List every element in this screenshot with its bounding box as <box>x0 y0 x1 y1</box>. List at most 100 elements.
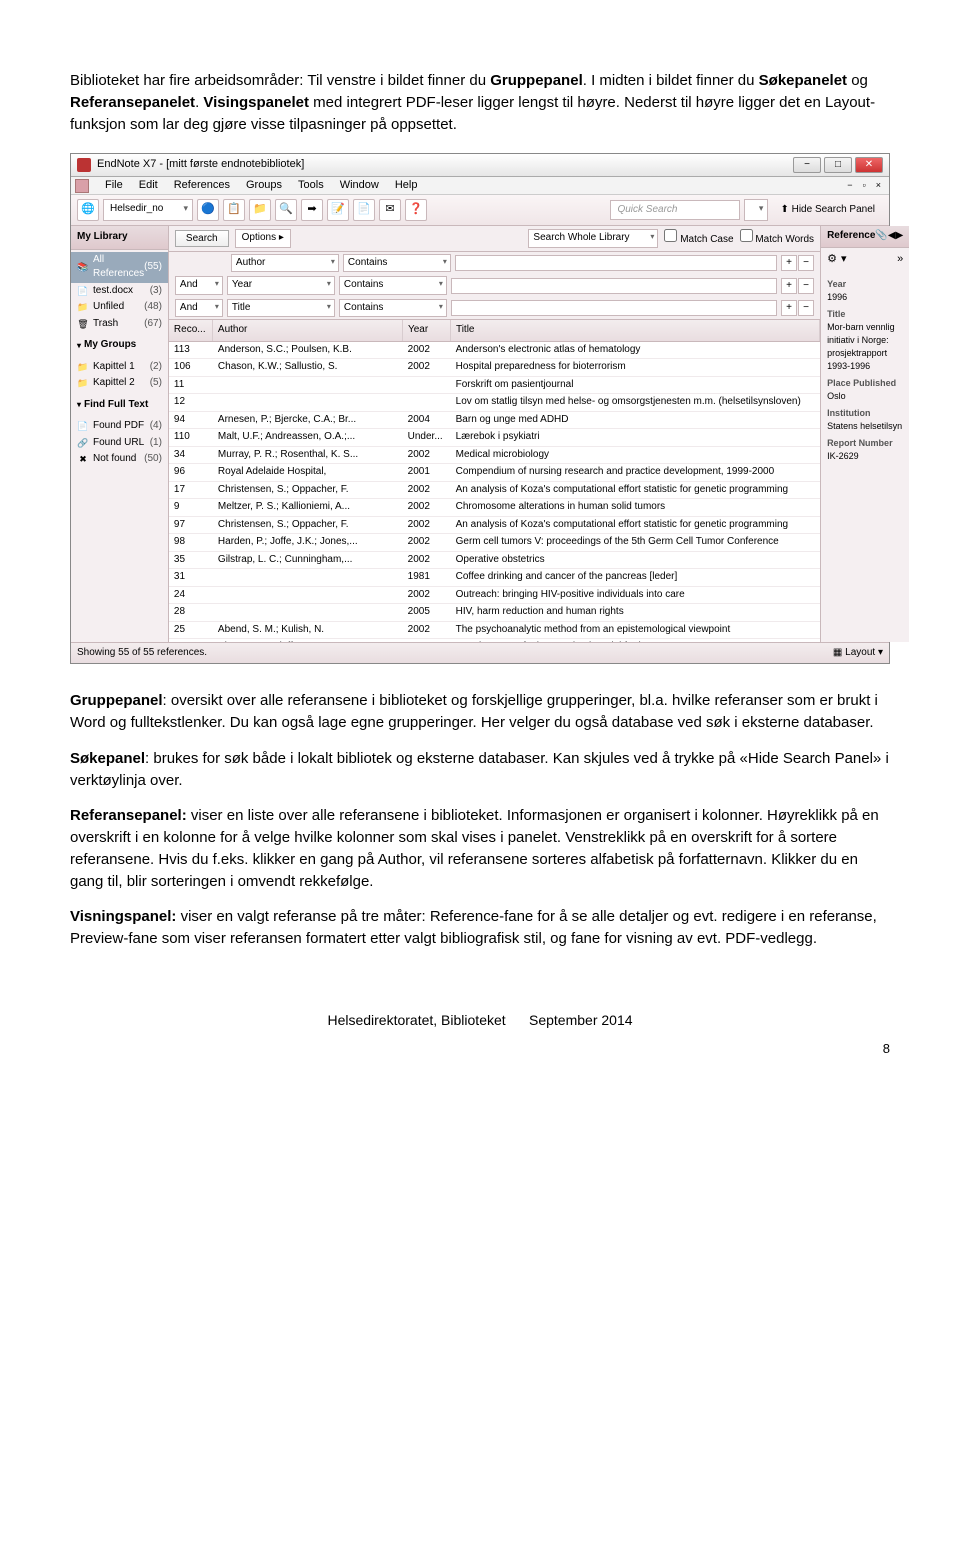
table-row[interactable]: 17Christensen, S.; Oppacher, F.2002An an… <box>169 482 820 500</box>
col-reco[interactable]: Reco... <box>169 320 213 341</box>
table-row[interactable]: 11Forskrift om pasientjournal <box>169 377 820 395</box>
table-row[interactable]: 35Gilstrap, L. C.; Cunningham,...2002Ope… <box>169 552 820 570</box>
criteria-op[interactable]: And <box>175 276 223 295</box>
table-row[interactable]: 106Chason, K.W.; Sallustio, S.2002Hospit… <box>169 359 820 377</box>
criteria-field[interactable]: Year <box>227 276 335 295</box>
tool-icon-9[interactable]: ❓ <box>405 199 427 221</box>
menu-references[interactable]: References <box>166 175 238 195</box>
search-button[interactable]: Search <box>175 230 229 247</box>
inner-minimize[interactable]: − <box>843 177 856 194</box>
footer: Helsedirektoratet, Biblioteket September… <box>70 1010 890 1030</box>
table-row[interactable]: 34Murray, P. R.; Rosenthal, K. S...2002M… <box>169 447 820 465</box>
sidebar-item[interactable]: 🗑Trash(67) <box>71 316 168 333</box>
visningspanel-paragraph: Visningspanel: viser en valgt referanse … <box>70 906 890 950</box>
remove-criteria[interactable]: − <box>798 278 814 294</box>
inner-close[interactable]: × <box>872 177 885 194</box>
match-words[interactable]: Match Words <box>740 229 815 248</box>
tool-icon-5[interactable]: ➡ <box>301 199 323 221</box>
style-dropdown[interactable]: Helsedir_no <box>103 199 193 221</box>
tool-icon-1[interactable]: 🔵 <box>197 199 219 221</box>
titlebar-text: EndNote X7 - [mitt første endnotebibliot… <box>97 157 793 173</box>
tool-icon-6[interactable]: 📝 <box>327 199 349 221</box>
prev-ref[interactable]: ◀ <box>888 229 896 244</box>
add-criteria[interactable]: + <box>781 255 797 271</box>
criteria-input[interactable] <box>451 278 777 294</box>
match-case[interactable]: Match Case <box>664 229 733 248</box>
expand-icon[interactable]: » <box>897 252 903 268</box>
table-row[interactable]: 22Ahrar, K.; Madoff, D. C.; Gup...2002De… <box>169 639 820 642</box>
criteria-input[interactable] <box>455 255 777 271</box>
menu-tools[interactable]: Tools <box>290 175 332 195</box>
add-criteria[interactable]: + <box>781 278 797 294</box>
sidebar-item[interactable]: 📁Kapittel 2(5) <box>71 375 168 392</box>
criteria-op[interactable]: And <box>175 299 223 318</box>
gruppepanel-paragraph: Gruppepanel: oversikt over alle referans… <box>70 690 890 734</box>
tool-icon-3[interactable]: 📁 <box>249 199 271 221</box>
table-row[interactable]: 9Meltzer, P. S.; Kallioniemi, A...2002Ch… <box>169 499 820 517</box>
options-dropdown[interactable]: Options ▸ <box>235 229 291 248</box>
close-button[interactable]: ✕ <box>855 157 883 173</box>
menubar: FileEditReferencesGroupsToolsWindowHelp … <box>71 177 889 195</box>
remove-criteria[interactable]: − <box>798 255 814 271</box>
sidebar-item[interactable]: 🔗Found URL(1) <box>71 435 168 452</box>
next-ref[interactable]: ▶ <box>896 229 904 244</box>
table-row[interactable]: 96Royal Adelaide Hospital,2001Compendium… <box>169 464 820 482</box>
remove-criteria[interactable]: − <box>798 300 814 316</box>
search-scope[interactable]: Search Whole Library <box>528 229 658 248</box>
criteria-cond[interactable]: Contains <box>343 254 451 273</box>
table-row[interactable]: 110Malt, U.F.; Andreassen, O.A.;...Under… <box>169 429 820 447</box>
menu-help[interactable]: Help <box>387 175 426 195</box>
referansepanel-paragraph: Referansepanel: viser en liste over alle… <box>70 805 890 892</box>
app-icon <box>77 158 91 172</box>
sidebar-item[interactable]: 📚All References(55) <box>71 252 168 283</box>
tool-icon-8[interactable]: ✉ <box>379 199 401 221</box>
col-author[interactable]: Author <box>213 320 403 341</box>
group-my-groups[interactable]: My Groups <box>71 334 168 357</box>
inner-restore[interactable]: ▫ <box>859 177 870 194</box>
table-header: Reco... Author Year Title <box>169 320 820 342</box>
sokepanel-paragraph: Søkepanel: brukes for søk både i lokalt … <box>70 748 890 792</box>
criteria-field[interactable]: Title <box>227 299 335 318</box>
globe-icon[interactable]: 🌐 <box>77 199 99 221</box>
criteria-cond[interactable]: Contains <box>339 299 447 318</box>
col-title[interactable]: Title <box>451 320 820 341</box>
sidebar-item[interactable]: 📄Found PDF(4) <box>71 418 168 435</box>
sidebar-item[interactable]: 📄test.docx(3) <box>71 283 168 300</box>
col-year[interactable]: Year <box>403 320 451 341</box>
table-row[interactable]: 12Lov om statlig tilsyn med helse- og om… <box>169 394 820 412</box>
menu-edit[interactable]: Edit <box>131 175 166 195</box>
minimize-button[interactable]: − <box>793 157 821 173</box>
quick-search[interactable]: Quick Search <box>610 200 740 220</box>
table-row[interactable]: 282005HIV, harm reduction and human righ… <box>169 604 820 622</box>
reference-tab[interactable]: Reference <box>827 229 875 244</box>
attach-icon[interactable]: 📎 <box>875 229 887 244</box>
sidebar-item[interactable]: 📁Kapittel 1(2) <box>71 359 168 376</box>
table-row[interactable]: 311981Coffee drinking and cancer of the … <box>169 569 820 587</box>
table-row[interactable]: 25Abend, S. M.; Kulish, N.2002The psycho… <box>169 622 820 640</box>
tool-icon-2[interactable]: 📋 <box>223 199 245 221</box>
sidebar-item[interactable]: 📁Unfiled(48) <box>71 299 168 316</box>
sidebar-item[interactable]: ✖Not found(50) <box>71 451 168 468</box>
maximize-button[interactable]: □ <box>824 157 852 173</box>
tool-icon-4[interactable]: 🔍 <box>275 199 297 221</box>
table-row[interactable]: 97Christensen, S.; Oppacher, F.2002An an… <box>169 517 820 535</box>
criteria-cond[interactable]: Contains <box>339 276 447 295</box>
hide-search-panel[interactable]: ⬆ Hide Search Panel <box>772 200 883 221</box>
menu-file[interactable]: File <box>97 175 131 195</box>
criteria-field[interactable]: Author <box>231 254 339 273</box>
table-row[interactable]: 98Harden, P.; Joffe, J.K.; Jones,...2002… <box>169 534 820 552</box>
group-find-full-text[interactable]: Find Full Text <box>71 394 168 417</box>
tool-icon-7[interactable]: 📄 <box>353 199 375 221</box>
add-criteria[interactable]: + <box>781 300 797 316</box>
table-row[interactable]: 113Anderson, S.C.; Poulsen, K.B.2002Ande… <box>169 342 820 360</box>
criteria-input[interactable] <box>451 300 777 316</box>
menu-groups[interactable]: Groups <box>238 175 290 195</box>
gear-icon[interactable]: ⚙ <box>827 252 837 268</box>
menu-window[interactable]: Window <box>332 175 387 195</box>
layout-button[interactable]: ▦ Layout ▾ <box>833 646 883 661</box>
table-row[interactable]: 94Arnesen, P.; Bjercke, C.A.; Br...2004B… <box>169 412 820 430</box>
criteria-row: AndTitleContains +− <box>169 297 820 320</box>
app-screenshot: EndNote X7 - [mitt første endnotebibliot… <box>70 153 890 664</box>
table-row[interactable]: 242002Outreach: bringing HIV-positive in… <box>169 587 820 605</box>
quick-search-scope[interactable] <box>744 199 768 221</box>
